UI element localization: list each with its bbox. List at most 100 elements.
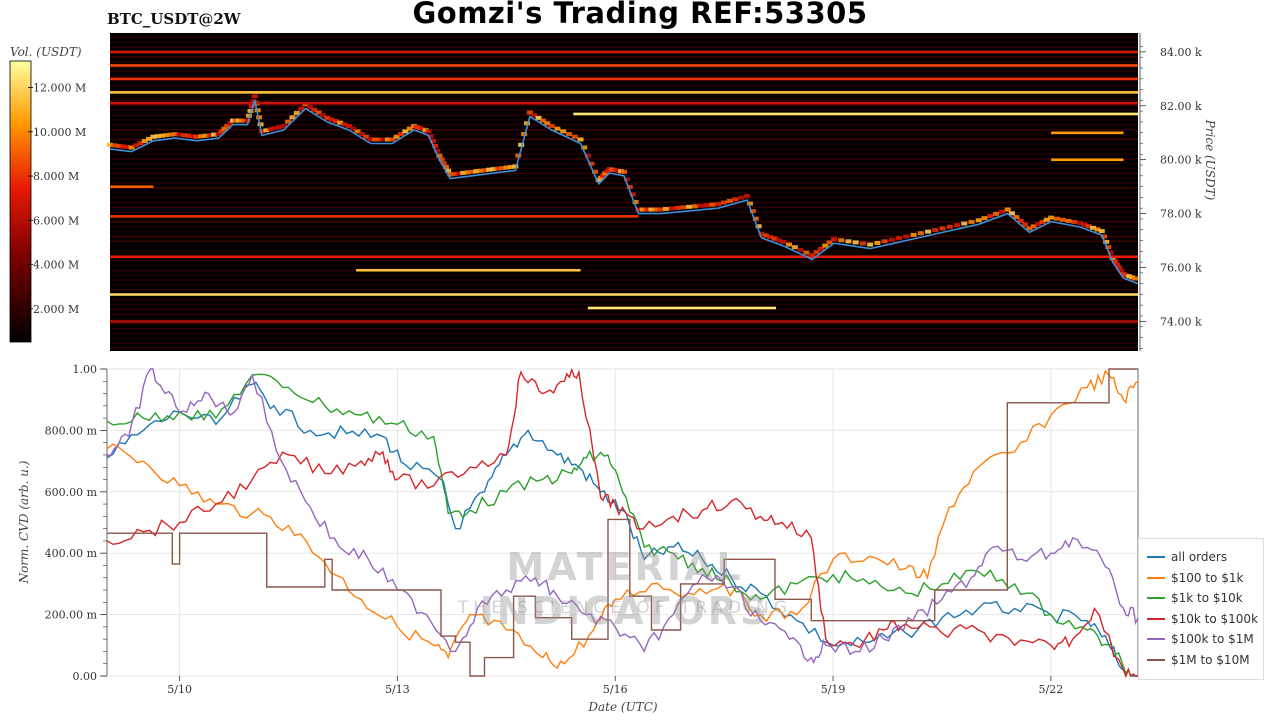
heatmap-cell xyxy=(600,173,607,178)
heatmap-cell xyxy=(604,169,611,174)
cvd-x-axis: 5/10 5/13 5/16 5/19 5/22 xyxy=(167,676,1063,696)
liquidity-level xyxy=(110,64,1138,67)
heatmap-cell xyxy=(791,245,798,250)
heatmap-cell xyxy=(332,119,339,124)
heatmap-band xyxy=(110,158,1138,160)
heatmap-cell xyxy=(499,166,506,171)
colorbar-tick-label: 10.000 M xyxy=(33,126,86,139)
heatmap-cell xyxy=(486,167,493,172)
heatmap-cell xyxy=(1022,222,1029,227)
heatmap-cell xyxy=(744,194,751,199)
heatmap-cell xyxy=(432,143,439,148)
heatmap-cell xyxy=(1103,239,1110,244)
legend-swatch xyxy=(1147,556,1165,558)
heatmap-cell xyxy=(221,126,228,131)
heatmap-cell xyxy=(874,240,881,245)
heatmap-cell xyxy=(1065,218,1072,223)
heatmap-band xyxy=(110,230,1138,233)
heatmap-band xyxy=(110,337,1138,340)
heatmap-cell xyxy=(384,137,391,142)
heatmap-y-axis: 74.00 k 76.00 k 78.00 k 80.00 k 82.00 k 84.00… xyxy=(1139,33,1202,351)
heatmap-y-axis-label: Price (USDT) xyxy=(1203,119,1217,201)
heatmap-cell xyxy=(548,123,555,128)
price-line xyxy=(109,100,1139,285)
legend-item: $10k to $100k xyxy=(1147,610,1258,628)
heatmap-cell xyxy=(917,231,924,236)
heatmap-cell xyxy=(910,232,917,237)
heatmap-cell xyxy=(826,240,833,245)
heatmap-cell xyxy=(198,134,205,139)
heatmap-cell xyxy=(749,209,756,214)
heatmap-cell xyxy=(755,224,762,229)
heatmap-cell xyxy=(526,110,533,115)
heatmap-band xyxy=(110,269,1138,272)
heatmap-band xyxy=(110,342,1138,344)
heatmap-cell xyxy=(674,205,681,210)
legend-item: $100k to $1M xyxy=(1147,630,1254,648)
heatmap-cell xyxy=(508,164,515,169)
heatmap-cell xyxy=(285,119,292,124)
heatmap-band xyxy=(110,182,1138,184)
cvd-series-line xyxy=(107,368,1138,677)
heatmap-cell xyxy=(259,129,266,134)
colorbar-tick-label: 12.000 M xyxy=(33,82,86,95)
heatmap-cell xyxy=(998,209,1005,214)
heatmap-cell xyxy=(1035,222,1042,227)
heatmap-cell xyxy=(859,241,866,246)
heatmap-cell xyxy=(1116,265,1123,270)
heatmap-cell xyxy=(838,238,845,243)
heatmap-cell xyxy=(167,132,174,137)
heatmap-cell xyxy=(328,117,335,122)
cvd-x-tick-label: 5/16 xyxy=(603,683,628,696)
heatmap-cell xyxy=(115,143,122,148)
heatmap-cell xyxy=(324,115,331,120)
heatmap-cell xyxy=(1085,224,1092,229)
cvd-x-tick-label: 5/13 xyxy=(385,683,410,696)
heatmap-cell xyxy=(946,224,953,229)
heatmap-band xyxy=(110,235,1138,238)
heatmap-cell xyxy=(803,250,810,255)
heatmap-cell xyxy=(1071,219,1078,224)
heatmap-cell xyxy=(961,221,968,226)
heatmap-cell xyxy=(817,246,824,251)
symbol-label: BTC_USDT@2W xyxy=(107,10,241,28)
heatmap-cell xyxy=(531,113,538,118)
heatmap-cell xyxy=(248,104,255,109)
liquidity-level xyxy=(110,185,154,189)
heatmap-band xyxy=(110,221,1138,223)
legend-item: $100 to $1k xyxy=(1147,569,1243,587)
heatmap-cell xyxy=(311,107,318,112)
legend-swatch xyxy=(1147,617,1165,620)
heatmap-cell xyxy=(206,133,213,138)
heatmap-cell xyxy=(703,203,710,208)
heatmap-cell xyxy=(981,216,988,221)
legend-item: all orders xyxy=(1147,548,1227,566)
heatmap-cell xyxy=(554,126,561,131)
cvd-x-tick-label: 5/10 xyxy=(167,683,192,696)
heatmap-cell xyxy=(752,216,759,221)
heatmap-cell xyxy=(211,132,218,137)
liquidity-level xyxy=(356,268,581,272)
colorbar-tick-label: 6.000 M xyxy=(33,214,79,227)
heatmap-cell xyxy=(1094,227,1101,232)
heatmap-cell xyxy=(639,207,646,212)
heatmap-band xyxy=(110,143,1138,145)
heatmap-cell xyxy=(256,115,263,120)
legend-item: $1M to $10M xyxy=(1147,651,1250,669)
heatmap-cell xyxy=(771,236,778,241)
heatmap-cell xyxy=(464,170,471,175)
heatmap-cell xyxy=(1053,216,1060,221)
page-title: Gomzi's Trading REF:53305 xyxy=(412,0,868,30)
heatmap-cell xyxy=(427,134,434,139)
heatmap-cell xyxy=(881,239,888,244)
heatmap-cell xyxy=(490,167,497,172)
heatmap-cell xyxy=(111,143,118,148)
heatmap-cell xyxy=(1004,207,1011,212)
heatmap-band xyxy=(110,347,1138,349)
heatmap-band xyxy=(110,124,1138,126)
heatmap-cell xyxy=(358,132,365,137)
heatmap-cell xyxy=(780,239,787,244)
heatmap-band xyxy=(110,167,1138,170)
heatmap-y-tick-label: 84.00 k xyxy=(1160,46,1202,59)
heatmap-band xyxy=(110,240,1138,242)
